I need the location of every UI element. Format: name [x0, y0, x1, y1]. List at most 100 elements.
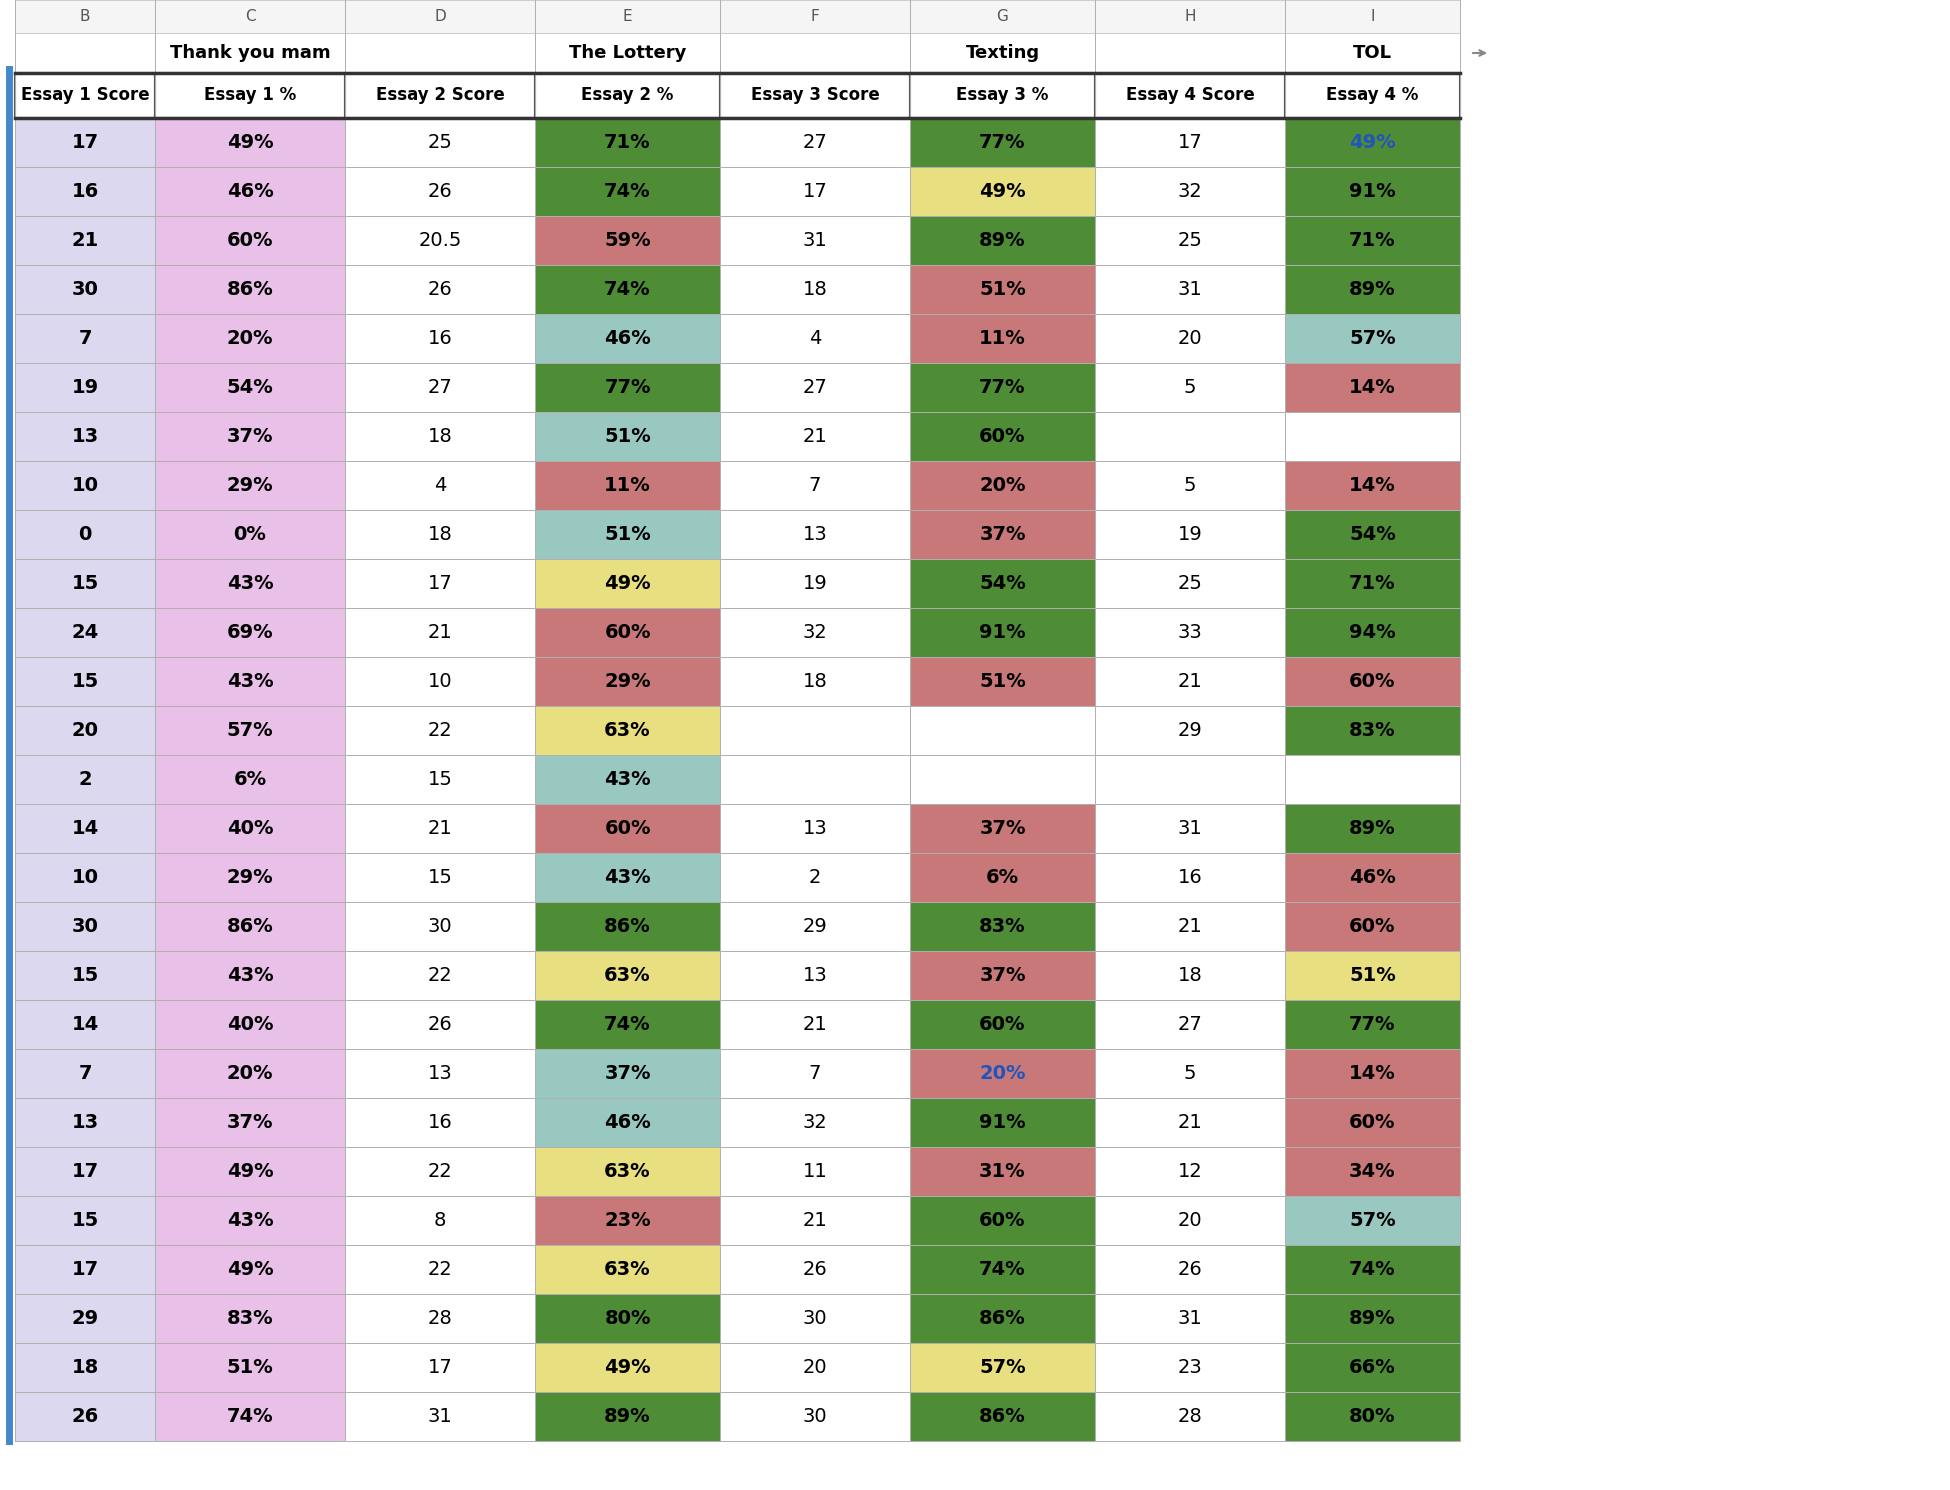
- Bar: [1285, 265, 1461, 314]
- Bar: [345, 608, 534, 657]
- Text: 6%: 6%: [987, 869, 1020, 887]
- Bar: [1285, 1000, 1461, 1049]
- Bar: [1285, 510, 1461, 559]
- Text: 71%: 71%: [1349, 574, 1396, 593]
- Bar: [345, 413, 534, 460]
- Text: 51%: 51%: [979, 672, 1026, 691]
- Text: 40%: 40%: [226, 1015, 273, 1034]
- Text: 91%: 91%: [1349, 182, 1396, 201]
- Text: 34%: 34%: [1349, 1162, 1396, 1182]
- Bar: [1285, 1342, 1461, 1392]
- Text: 31%: 31%: [979, 1162, 1026, 1182]
- Text: 18: 18: [427, 428, 452, 446]
- Text: 49%: 49%: [604, 574, 651, 593]
- Text: 26: 26: [427, 1015, 452, 1034]
- Bar: [911, 314, 1096, 364]
- Bar: [534, 755, 720, 805]
- Bar: [154, 1196, 345, 1246]
- Bar: [154, 901, 345, 951]
- Text: 0%: 0%: [234, 524, 267, 544]
- Bar: [534, 1049, 720, 1098]
- Text: 22: 22: [427, 1261, 452, 1278]
- Text: 11%: 11%: [604, 475, 651, 495]
- Bar: [720, 559, 911, 608]
- Bar: [1285, 314, 1461, 364]
- Bar: [1096, 167, 1285, 216]
- Text: 14: 14: [72, 1015, 99, 1034]
- Bar: [911, 216, 1096, 265]
- Text: 49%: 49%: [226, 133, 273, 152]
- Bar: [345, 901, 534, 951]
- Bar: [534, 0, 720, 33]
- Text: 13: 13: [72, 428, 99, 446]
- Text: 10: 10: [427, 672, 452, 691]
- Bar: [345, 460, 534, 510]
- Bar: [534, 314, 720, 364]
- Text: E: E: [622, 9, 632, 24]
- Text: 46%: 46%: [604, 1113, 651, 1132]
- Text: 59%: 59%: [604, 231, 651, 250]
- Bar: [1285, 0, 1461, 33]
- Text: 60%: 60%: [979, 1015, 1026, 1034]
- Bar: [911, 706, 1096, 755]
- Bar: [154, 1049, 345, 1098]
- Text: 37%: 37%: [979, 524, 1026, 544]
- Bar: [345, 33, 534, 73]
- Text: 30: 30: [72, 280, 98, 299]
- Text: 17: 17: [427, 1357, 452, 1377]
- Text: 71%: 71%: [1349, 231, 1396, 250]
- Text: 57%: 57%: [979, 1357, 1026, 1377]
- Text: 13: 13: [803, 820, 827, 837]
- Bar: [1285, 657, 1461, 706]
- Bar: [720, 608, 911, 657]
- Text: 26: 26: [1178, 1261, 1203, 1278]
- Bar: [720, 1049, 911, 1098]
- Bar: [911, 510, 1096, 559]
- Bar: [534, 1392, 720, 1441]
- Text: The Lottery: The Lottery: [569, 45, 686, 63]
- Text: 20%: 20%: [226, 329, 273, 349]
- Bar: [1096, 1049, 1285, 1098]
- Text: 37%: 37%: [604, 1064, 651, 1083]
- Text: 86%: 86%: [979, 1407, 1026, 1426]
- Text: 51%: 51%: [979, 280, 1026, 299]
- Bar: [1285, 1246, 1461, 1293]
- Bar: [534, 608, 720, 657]
- Text: 24: 24: [72, 623, 99, 642]
- Bar: [911, 1147, 1096, 1196]
- Text: 66%: 66%: [1349, 1357, 1396, 1377]
- Bar: [911, 1000, 1096, 1049]
- Bar: [720, 901, 911, 951]
- Text: 21: 21: [803, 1211, 827, 1231]
- Text: 43%: 43%: [604, 869, 651, 887]
- Bar: [16, 314, 154, 364]
- Text: 51%: 51%: [1349, 966, 1396, 985]
- Text: 16: 16: [427, 329, 452, 349]
- Bar: [534, 852, 720, 901]
- Bar: [16, 1098, 154, 1147]
- Bar: [1285, 33, 1461, 73]
- Text: 54%: 54%: [979, 574, 1026, 593]
- Text: 74%: 74%: [604, 280, 651, 299]
- Bar: [720, 1147, 911, 1196]
- Bar: [154, 510, 345, 559]
- Text: 19: 19: [1178, 524, 1203, 544]
- Text: 49%: 49%: [226, 1261, 273, 1278]
- Bar: [534, 1098, 720, 1147]
- Text: D: D: [435, 9, 447, 24]
- Text: 25: 25: [1178, 574, 1203, 593]
- Text: 12: 12: [1178, 1162, 1203, 1182]
- Text: 2: 2: [78, 770, 92, 790]
- Bar: [911, 608, 1096, 657]
- Text: 16: 16: [1178, 869, 1203, 887]
- Text: 21: 21: [427, 623, 452, 642]
- Text: G: G: [996, 9, 1008, 24]
- Bar: [345, 1246, 534, 1293]
- Bar: [16, 460, 154, 510]
- Bar: [720, 1196, 911, 1246]
- Text: 86%: 86%: [226, 280, 273, 299]
- Text: 30: 30: [427, 916, 452, 936]
- Bar: [154, 1392, 345, 1441]
- Bar: [1096, 510, 1285, 559]
- Text: 86%: 86%: [979, 1310, 1026, 1328]
